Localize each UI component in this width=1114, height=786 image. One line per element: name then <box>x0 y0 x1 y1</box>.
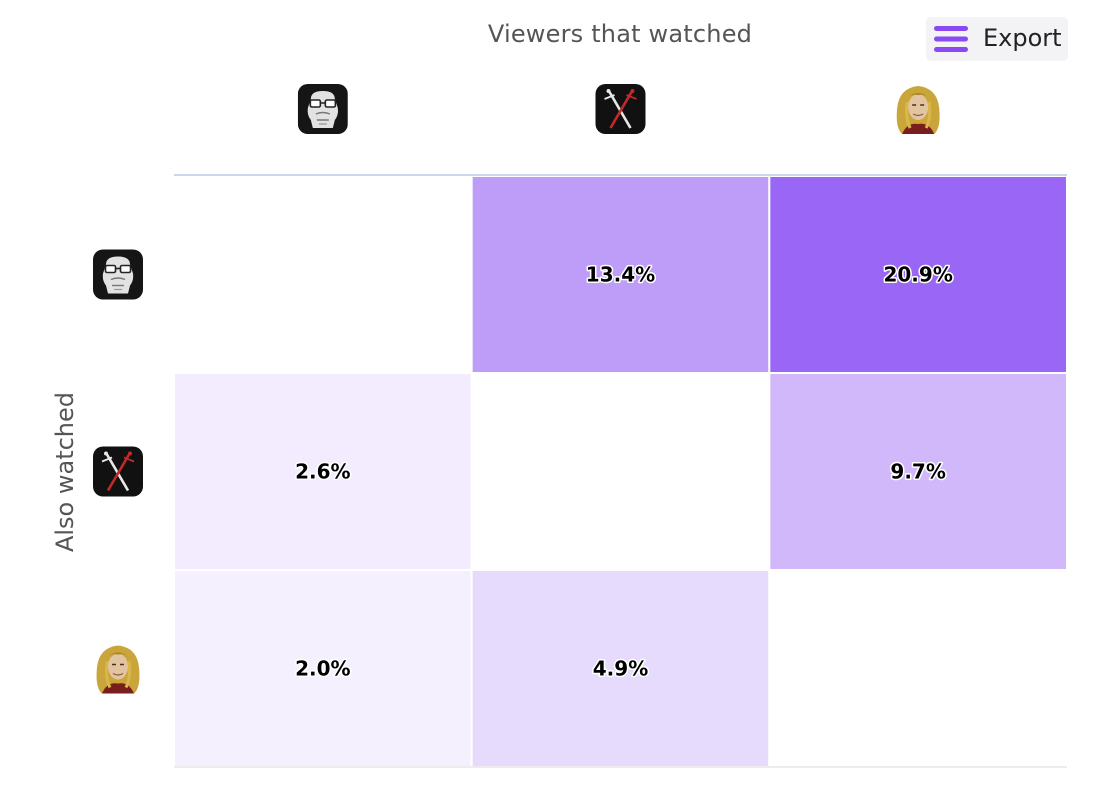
heatmap-cell[interactable] <box>173 175 473 374</box>
cell-value-label: 4.9% <box>593 657 648 681</box>
cell-value-label: 20.9% <box>883 263 952 287</box>
blonde-character-avatar-x-icon <box>895 84 942 134</box>
heatmap-cell[interactable] <box>768 569 1068 768</box>
cell-value-label: 9.7% <box>890 460 945 484</box>
cell-value-label: 2.0% <box>295 657 350 681</box>
cell-value-label: 13.4% <box>586 263 655 287</box>
crossed-swords-avatar-x-icon <box>595 84 646 134</box>
heatmap-cell[interactable] <box>470 569 771 768</box>
cell-value-label: 2.6% <box>295 460 350 484</box>
heatmap-cell[interactable] <box>768 372 1068 571</box>
gorilla-glasses-avatar-x-icon <box>297 84 348 134</box>
gorilla-glasses-avatar-y-icon <box>93 249 143 300</box>
heatmap-cell[interactable] <box>470 372 771 571</box>
hamburger-menu-icon <box>934 26 968 52</box>
heatmap-cell[interactable] <box>173 569 473 768</box>
x-axis-title: Viewers that watched <box>487 20 753 48</box>
crossed-swords-avatar-y-icon <box>93 446 143 497</box>
heatmap-cell[interactable] <box>173 372 473 571</box>
heatmap-cell[interactable] <box>768 175 1068 374</box>
blonde-character-avatar-y-icon <box>95 644 141 694</box>
export-button[interactable]: Export <box>926 17 1068 61</box>
export-label: Export <box>983 24 1062 52</box>
